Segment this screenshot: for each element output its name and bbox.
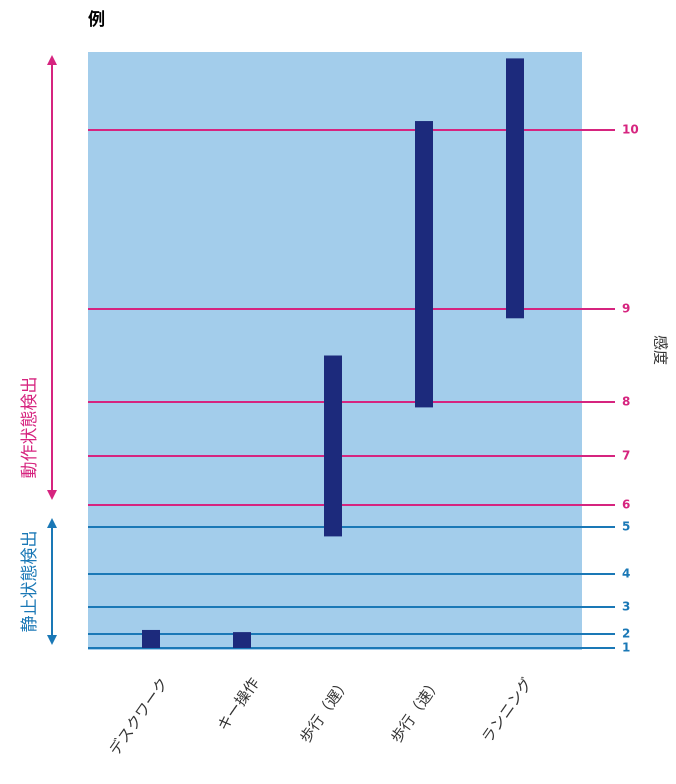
- chart-title: 例: [88, 9, 105, 30]
- y-tick-label: 6: [622, 498, 630, 512]
- plot-background: [88, 52, 582, 650]
- y-tick-label: 4: [622, 567, 630, 581]
- annotation-text: 静止状態検出: [20, 531, 40, 633]
- x-tick-label: 歩行（速）: [387, 675, 445, 747]
- range-bar: [506, 58, 524, 319]
- y-tick-label: 9: [622, 302, 630, 316]
- y-tick-label: 3: [622, 600, 630, 614]
- x-tick-label: キー操作: [214, 675, 263, 734]
- y-tick-label: 7: [622, 449, 630, 463]
- range-bar: [142, 629, 160, 648]
- annotation-text: 動作状態検出: [20, 377, 40, 479]
- range-bar: [324, 355, 342, 537]
- x-tick-label: ランニング: [478, 675, 536, 747]
- x-tick-label: デスクワーク: [106, 675, 172, 759]
- y-tick-label: 2: [622, 627, 630, 641]
- y-tick-label: 10: [622, 123, 639, 137]
- x-tick-label: 歩行（遅）: [296, 675, 354, 747]
- y-tick-label: 8: [622, 395, 630, 409]
- y-tick-label: 1: [622, 641, 630, 655]
- y-label: 感度: [652, 335, 670, 365]
- y-tick-label: 5: [622, 520, 630, 534]
- range-bar: [415, 121, 433, 408]
- range-bar: [233, 632, 251, 648]
